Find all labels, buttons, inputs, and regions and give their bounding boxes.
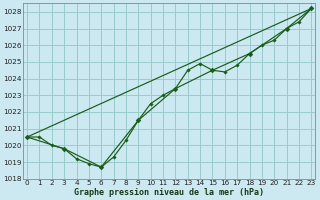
X-axis label: Graphe pression niveau de la mer (hPa): Graphe pression niveau de la mer (hPa) (74, 188, 264, 197)
